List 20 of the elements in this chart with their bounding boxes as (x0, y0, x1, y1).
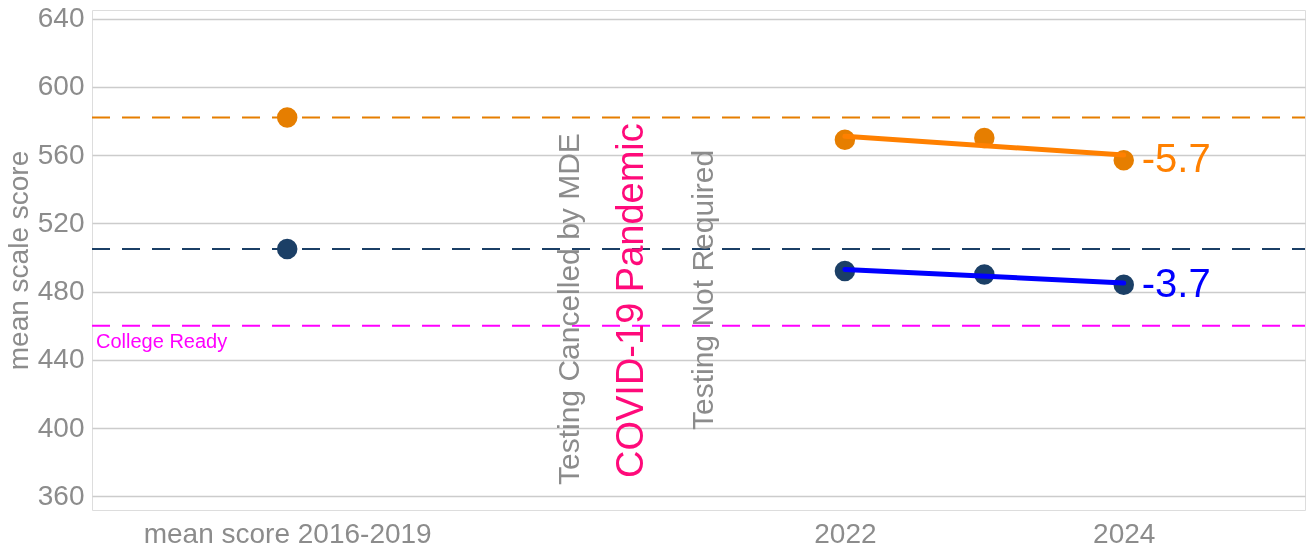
annotation: COVID-19 Pandemic (609, 123, 651, 478)
y-tick-label: 640 (37, 2, 85, 34)
y-tick-label: 440 (37, 343, 85, 375)
annotation: -3.7 (1141, 260, 1211, 305)
x-tick-label: 2022 (814, 517, 877, 549)
y-axis-title: mean scale score (2, 150, 34, 371)
y-tick-label: 480 (37, 275, 85, 307)
point (276, 107, 298, 128)
annotation: Testing Cancelled by MDE (552, 133, 585, 485)
y-tick-label: 360 (37, 479, 85, 511)
y-tick-label: 560 (37, 138, 85, 170)
annotation: Testing Not Required (686, 149, 719, 430)
x-tick-label: mean score 2016-2019 (143, 517, 432, 549)
x-tick-label: 2024 (1093, 517, 1156, 549)
y-tick-label: 600 (37, 70, 85, 102)
y-tick-label: 400 (37, 411, 85, 443)
annotation: -5.7 (1141, 136, 1211, 181)
y-tick-label: 520 (37, 206, 85, 238)
ref-line-label: College Ready (96, 329, 228, 352)
point (276, 238, 298, 260)
